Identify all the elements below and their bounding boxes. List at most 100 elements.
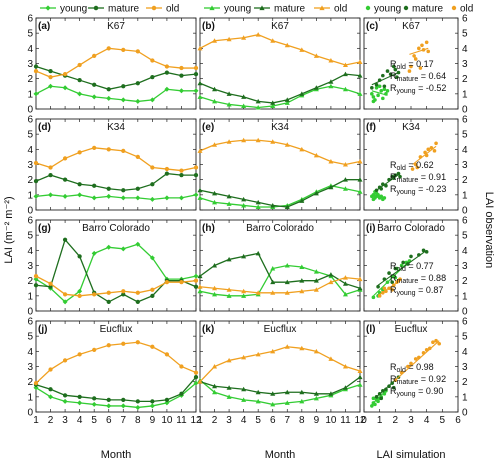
scatter-point-mature	[388, 72, 393, 76]
scatter-point-old	[409, 64, 413, 69]
scatter-point-mature	[391, 64, 396, 69]
y-tick-label-right: 6	[462, 115, 468, 126]
y-tick-label: 6	[27, 317, 33, 328]
panel-d	[33, 118, 199, 211]
y-tick-label-right: 2	[462, 175, 468, 186]
data-point-young	[226, 101, 232, 107]
data-point-young	[91, 401, 97, 407]
data-point-mature	[121, 292, 126, 297]
y-tick-label: 2	[27, 377, 33, 388]
scatter-point-mature	[421, 248, 426, 253]
scatter-point-young	[370, 92, 374, 96]
fit-line-mature	[376, 173, 401, 191]
data-point-young	[212, 291, 218, 297]
data-point-young	[62, 398, 68, 404]
panel-label: (i)	[366, 223, 375, 234]
panel-h	[197, 219, 363, 312]
scatter-point-old	[431, 340, 435, 345]
panel-title: Eucflux	[100, 324, 133, 335]
data-point-mature	[241, 386, 247, 392]
panel-title: Barro Colorado	[82, 223, 150, 234]
data-point-mature	[255, 199, 261, 205]
data-point-young	[135, 404, 141, 410]
legend-c-old-label: old	[460, 4, 473, 15]
data-point-mature	[150, 293, 155, 298]
scatter-point-old	[434, 141, 438, 146]
data-point-mature	[342, 281, 348, 286]
scatter-point-mature	[393, 266, 398, 271]
data-point-young	[33, 276, 39, 282]
data-point-old	[77, 293, 82, 298]
scatter-point-mature	[379, 396, 384, 401]
data-point-young	[255, 398, 261, 404]
scatter-point-old	[420, 43, 424, 48]
scatter-point-mature	[409, 254, 413, 259]
data-point-old	[179, 168, 184, 173]
data-point-mature	[135, 186, 140, 191]
y-tick-label-right: 6	[462, 14, 468, 25]
series-line-old	[199, 139, 361, 166]
y-tick-label: 6	[27, 14, 33, 25]
y-tick-label-right: 0	[462, 206, 468, 217]
data-point-mature	[313, 391, 319, 396]
data-point-young	[241, 202, 247, 208]
y-tick-label-right: 3	[462, 261, 468, 272]
data-point-old	[150, 287, 155, 292]
data-point-young	[241, 103, 247, 108]
scatter-point-old	[415, 165, 420, 170]
data-point-old	[328, 279, 334, 285]
x-tick-label: 12	[354, 415, 366, 426]
y-tick-label: 5	[27, 231, 33, 242]
data-point-young	[270, 103, 276, 108]
panel-c	[363, 17, 459, 110]
data-point-mature	[135, 81, 140, 86]
y-tick-label-right: 5	[462, 130, 468, 141]
data-point-young	[212, 389, 218, 395]
data-point-old	[150, 165, 155, 170]
y-axis-title-right: LAI observation	[483, 192, 495, 268]
y-tick-label-right: 4	[462, 347, 468, 358]
plot-frame	[199, 17, 361, 110]
y-tick-label-right: 0	[462, 307, 468, 318]
series-line-old	[35, 275, 197, 297]
y-tick-label-right: 3	[462, 59, 468, 70]
panel-label: (j)	[38, 324, 47, 335]
data-point-old	[357, 368, 363, 374]
data-point-old	[179, 65, 184, 71]
data-point-mature	[48, 284, 53, 289]
data-point-mature	[33, 64, 39, 69]
y-tick-label: 3	[27, 261, 33, 272]
panel-label: (l)	[366, 324, 375, 335]
data-point-old	[48, 165, 53, 170]
data-point-mature	[106, 299, 111, 305]
stat-label: Rmature = 0.92	[390, 374, 446, 386]
y-tick-label: 2	[27, 276, 33, 287]
panel-title: Eucflux	[264, 324, 297, 335]
data-point-young	[77, 91, 83, 97]
data-point-old	[226, 36, 232, 42]
data-point-mature	[299, 91, 305, 96]
data-point-young	[91, 94, 97, 100]
panel-label: (e)	[202, 122, 214, 133]
data-point-mature	[357, 374, 363, 380]
data-point-young	[193, 273, 199, 279]
data-point-young	[48, 394, 54, 400]
x-tick-label: 11	[340, 415, 351, 426]
x-tick-label: 2	[212, 415, 218, 426]
scatter-point-mature	[401, 260, 405, 265]
data-point-old	[342, 162, 348, 167]
data-point-old	[226, 287, 232, 292]
series-line-old	[35, 147, 197, 172]
y-tick-label: 3	[27, 362, 33, 373]
data-point-old	[197, 45, 203, 51]
data-point-old	[164, 280, 170, 285]
data-point-mature	[106, 186, 111, 191]
data-point-young	[164, 195, 170, 201]
y-tick-label: 0	[27, 105, 33, 116]
y-tick-label: 1	[27, 392, 33, 403]
data-point-young	[106, 403, 112, 409]
x-tick-label: 4	[241, 415, 247, 426]
data-point-mature	[179, 172, 184, 178]
panel-i	[363, 219, 459, 312]
panel-title: K67	[402, 21, 420, 32]
